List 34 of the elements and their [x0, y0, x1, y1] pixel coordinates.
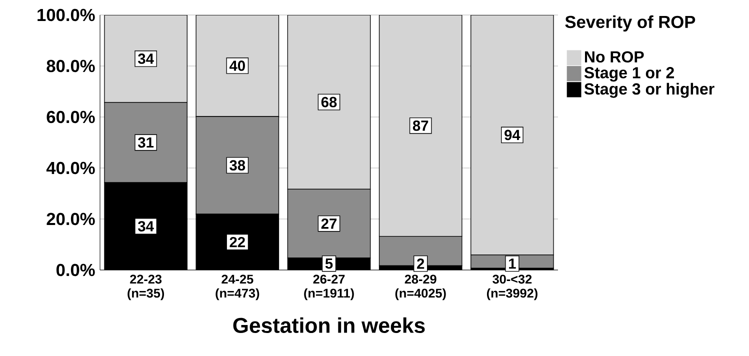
data-label: 34 [138, 221, 154, 232]
legend-label: Stage 3 or higher [584, 82, 714, 98]
data-label: 5 [325, 258, 333, 269]
x-axis-title: Gestation in weeks [233, 317, 425, 333]
legend-title: Severity of ROP [565, 15, 696, 32]
y-tick-label: 100.0% [38, 8, 95, 22]
data-label: 94 [504, 130, 520, 140]
data-label: 31 [138, 137, 154, 148]
x-tick-label: 26-27 (n=1911) [304, 274, 354, 300]
data-label: 34 [138, 54, 154, 64]
bar [378, 14, 462, 237]
x-tick-label: 28-29 (n=4025) [395, 274, 446, 300]
data-label: 1 [509, 258, 516, 269]
bar [470, 14, 554, 256]
legend-label: Stage 1 or 2 [584, 67, 674, 82]
data-label: 87 [412, 120, 428, 131]
y-tick-label: 40.0% [46, 162, 95, 174]
data-label: 27 [321, 218, 337, 229]
x-tick-label: 22-23 (n=35) [128, 274, 164, 300]
data-label: 38 [230, 160, 246, 171]
y-tick-label: 80.0% [46, 60, 95, 72]
data-label: 40 [229, 60, 245, 71]
y-tick-label: 20.0% [46, 212, 95, 226]
bar [196, 14, 280, 117]
data-label: 68 [321, 96, 337, 108]
data-label: 2 [417, 258, 424, 269]
data-label: 22 [230, 236, 245, 248]
x-tick-label: 24-25 (n=473) [216, 274, 260, 300]
y-tick-label: 60.0% [46, 110, 95, 124]
y-tick-label: 0.0% [56, 264, 95, 276]
bar [104, 14, 188, 103]
x-tick-label: 30-<32 (n=3992) [486, 274, 538, 300]
legend-label: No ROP [584, 51, 644, 63]
bar [287, 14, 371, 190]
